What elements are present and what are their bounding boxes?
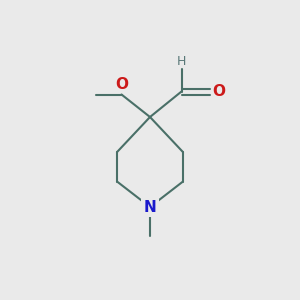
Text: O: O: [115, 77, 128, 92]
Text: N: N: [144, 200, 156, 214]
Text: O: O: [212, 84, 225, 99]
Text: H: H: [177, 55, 186, 68]
